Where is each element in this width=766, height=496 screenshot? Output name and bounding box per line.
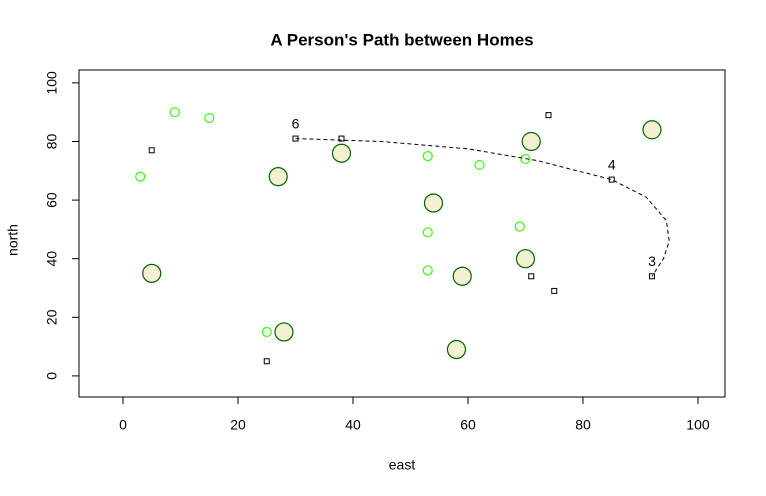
- home-marker: [528, 273, 535, 280]
- path-line: [295, 138, 670, 277]
- small-circle: [422, 227, 433, 238]
- home-marker: [545, 112, 552, 119]
- small-circle: [520, 153, 531, 165]
- chart-title: A Person's Path between Homes: [270, 30, 533, 49]
- x-tick-label: 100: [686, 417, 710, 433]
- home-marker: [648, 273, 655, 280]
- large-circle: [331, 143, 352, 163]
- x-tick-label: 60: [460, 417, 476, 433]
- y-tick-label: 40: [44, 251, 60, 267]
- y-tick-label: 0: [44, 372, 60, 380]
- x-tick-label: 20: [230, 417, 246, 433]
- point-label: 3: [648, 253, 656, 269]
- y-tick-label: 20: [44, 309, 60, 325]
- large-circle: [452, 266, 472, 286]
- small-circle: [514, 221, 525, 232]
- x-tick-label: 80: [575, 417, 591, 433]
- small-circle: [204, 112, 215, 124]
- x-tick-label: 40: [345, 417, 361, 433]
- home-marker: [148, 147, 155, 154]
- large-circle: [521, 131, 541, 152]
- small-circle: [169, 107, 180, 118]
- small-circle: [474, 159, 485, 171]
- point-label: 4: [608, 156, 616, 172]
- large-circle: [642, 120, 662, 140]
- x-tick-label: 0: [119, 417, 127, 433]
- plot-box: [78, 69, 726, 398]
- point-label: 6: [292, 115, 300, 131]
- home-marker: [551, 287, 558, 294]
- home-marker: [338, 135, 345, 142]
- small-circle: [422, 151, 433, 162]
- large-circle: [423, 193, 444, 213]
- small-circle: [422, 265, 433, 276]
- y-tick-label: 80: [44, 133, 60, 149]
- y-tick-label: 60: [44, 192, 60, 208]
- small-circle: [261, 326, 272, 338]
- x-axis-label: east: [389, 457, 416, 473]
- large-circle: [268, 167, 288, 187]
- y-tick-label: 100: [44, 71, 60, 95]
- large-circle: [142, 263, 162, 283]
- large-circle: [446, 339, 467, 360]
- home-marker: [263, 358, 270, 365]
- large-circle: [274, 322, 294, 342]
- home-marker: [608, 176, 615, 183]
- y-axis-label: north: [5, 224, 21, 256]
- large-circle: [515, 249, 536, 269]
- small-circle: [135, 171, 146, 182]
